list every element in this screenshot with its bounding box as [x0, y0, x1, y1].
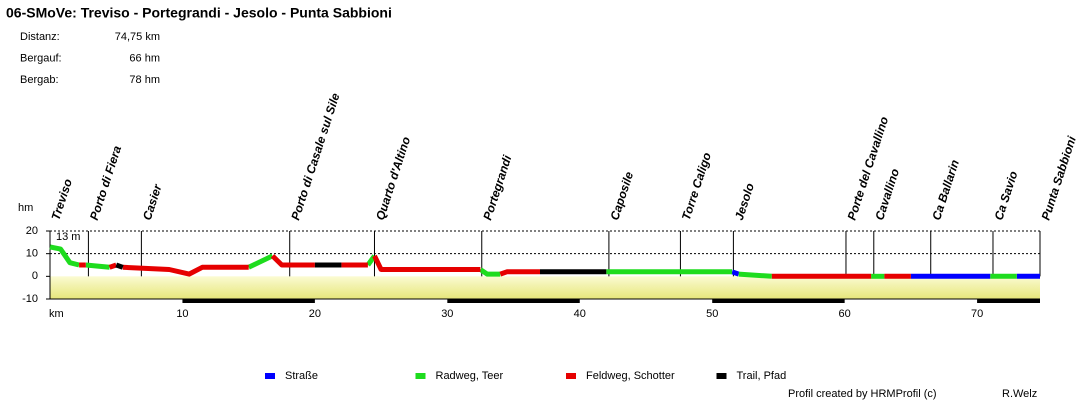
km-scale-bar [712, 299, 845, 303]
stat-label: Bergab: [20, 74, 59, 86]
chart-title: 06-SMoVe: Treviso - Portegrandi - Jesolo… [6, 5, 392, 21]
x-tick-label: 50 [706, 308, 718, 320]
y-axis-label: hm [18, 202, 33, 214]
profile-segment [85, 262, 110, 270]
y-tick-label: -10 [22, 293, 38, 305]
legend-label: Straße [285, 370, 318, 382]
x-tick-label: 20 [309, 308, 321, 320]
x-tick-label: 40 [574, 308, 586, 320]
profile-segment [115, 262, 124, 270]
below-zero-area [50, 276, 1040, 299]
x-axis-label: km [49, 308, 64, 320]
stat-label: Bergauf: [20, 52, 62, 64]
stat-value: 78 hm [129, 74, 160, 86]
y-tick-label: 0 [32, 270, 38, 282]
profile-segment [49, 244, 80, 268]
legend-label: Feldweg, Schotter [586, 370, 675, 382]
profile-segment [478, 267, 501, 277]
x-tick-label: 70 [971, 308, 983, 320]
y-tick-label: 10 [26, 248, 38, 260]
waypoint-label: Ca Ballarin [929, 158, 962, 222]
profile-segment [108, 262, 118, 270]
legend-label: Radweg, Teer [436, 370, 504, 382]
legend-swatch [716, 373, 727, 379]
waypoint-label: Punta Sabbioni [1039, 134, 1080, 222]
legend-swatch [265, 373, 275, 379]
legend-label: Trail, Pfad [737, 370, 787, 382]
waypoint-label: Caposile [607, 170, 636, 222]
profile-segment [247, 253, 274, 270]
waypoint-label: Jesolo [732, 181, 757, 221]
profile-segment [372, 254, 481, 272]
km-scale-bar [447, 299, 580, 303]
stat-label: Distanz: [20, 31, 60, 43]
waypoint-label: Quarto d'Altino [373, 135, 413, 222]
waypoint-label: Ca Savio [992, 169, 1021, 222]
waypoint-label: Porto di Casale sul Sile [288, 91, 342, 222]
profile-segment [738, 271, 772, 279]
x-tick-label: 10 [176, 308, 188, 320]
waypoint-label: Casier [140, 181, 165, 221]
x-tick-label: 60 [839, 308, 851, 320]
legend-swatch [566, 373, 576, 379]
stat-value: 66 hm [129, 52, 160, 64]
y-tick-label: 20 [26, 225, 38, 237]
profile-segment [270, 254, 315, 268]
profile-segment [499, 269, 540, 277]
waypoint-label: Porto di Fiera [87, 144, 124, 222]
max-label: 13 m [56, 231, 80, 243]
km-scale-bar [182, 299, 315, 303]
author: R.Welz [1002, 388, 1037, 400]
waypoint-label: Cavallino [872, 167, 902, 222]
profile-segment [731, 269, 740, 277]
stat-value: 74,75 km [115, 31, 160, 43]
km-scale-bar [977, 299, 1040, 303]
credit: Profil created by HRMProfil (c) [788, 388, 937, 400]
profile-segment [122, 264, 249, 277]
legend-swatch [415, 373, 426, 379]
waypoint-label: Torre Caligo [679, 151, 714, 222]
x-tick-label: 30 [441, 308, 453, 320]
waypoint-label: Treviso [49, 177, 75, 222]
waypoint-label: Portegrandi [480, 153, 514, 222]
